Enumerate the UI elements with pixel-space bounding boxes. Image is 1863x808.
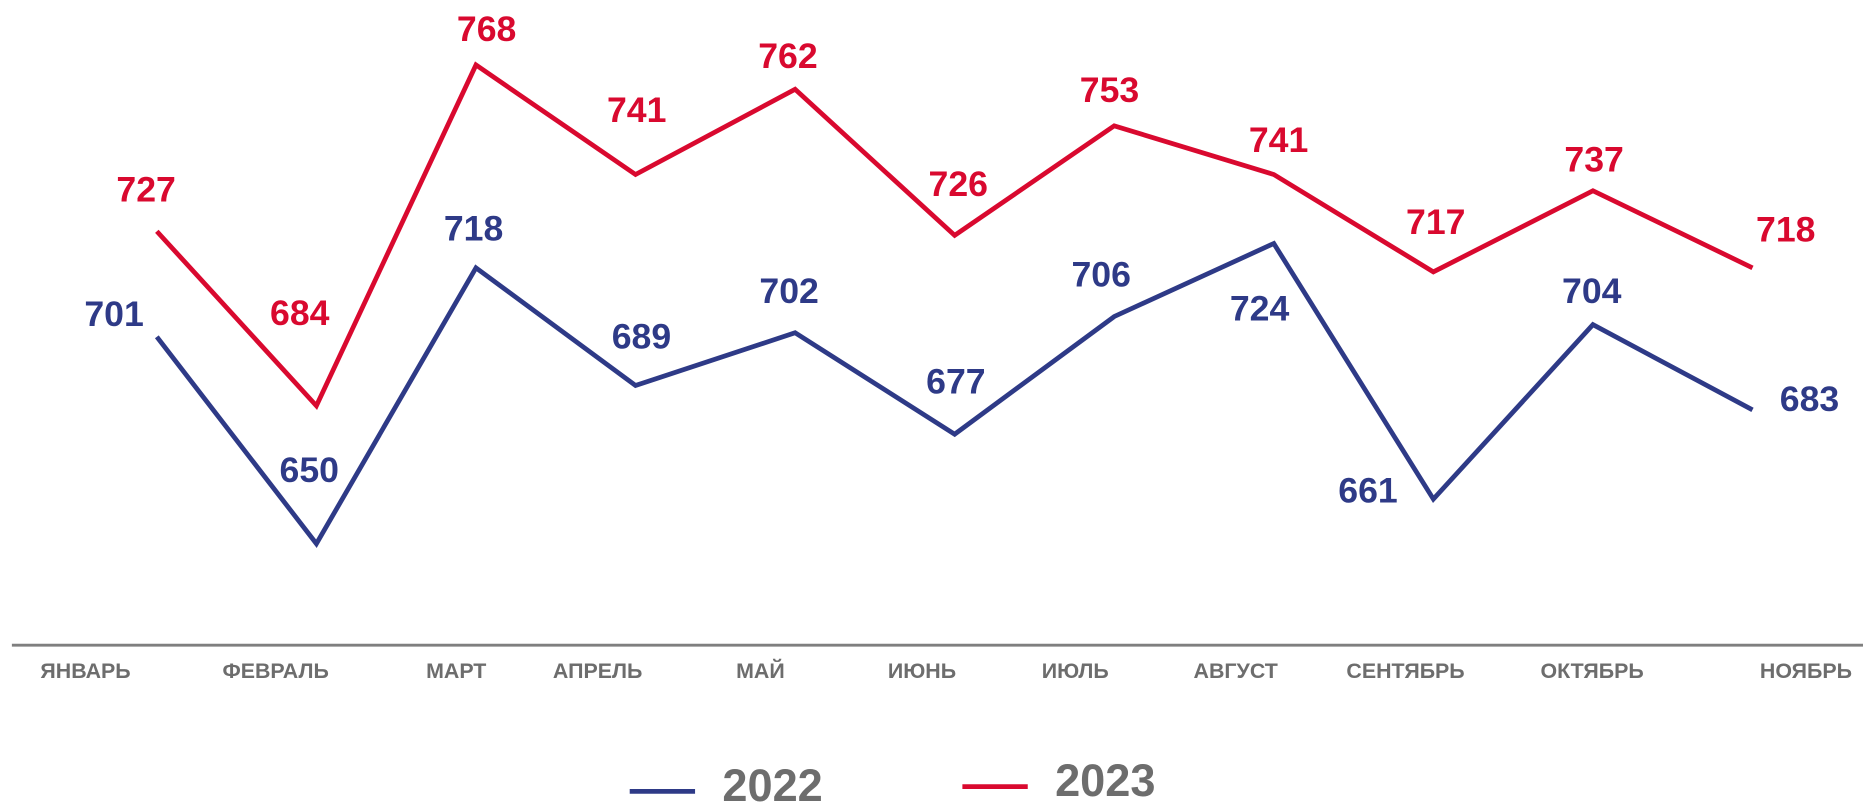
x-tick-label: МАЙ <box>736 658 785 683</box>
data-label: 702 <box>759 271 818 311</box>
series-line <box>154 240 1754 549</box>
legend-label: 2022 <box>722 760 822 808</box>
data-label: 762 <box>758 36 817 76</box>
x-tick-label: ОКТЯБРЬ <box>1540 659 1643 683</box>
data-label: 741 <box>607 90 666 130</box>
data-label: 724 <box>1230 289 1290 329</box>
data-label: 741 <box>1249 120 1308 160</box>
data-label: 768 <box>457 9 516 49</box>
data-label: 650 <box>280 450 339 490</box>
data-label: 704 <box>1562 271 1622 311</box>
x-tick-label: СЕНТЯБРЬ <box>1346 659 1464 683</box>
x-tick-label: АВГУСТ <box>1194 659 1278 683</box>
data-label: 727 <box>116 170 175 210</box>
data-label: 684 <box>270 293 330 333</box>
x-tick-label: ЯНВАРЬ <box>40 659 130 683</box>
x-tick-label: ИЮЛЬ <box>1042 659 1109 683</box>
data-label: 737 <box>1564 140 1623 180</box>
data-label: 718 <box>1756 210 1815 250</box>
data-label: 726 <box>929 164 988 204</box>
data-label: 701 <box>84 294 143 334</box>
data-label: 661 <box>1338 471 1397 511</box>
x-tick-label: МАРТ <box>426 659 486 683</box>
series-line <box>155 61 1754 411</box>
data-label: 677 <box>926 362 985 402</box>
x-tick-label: АПРЕЛЬ <box>553 659 642 683</box>
x-tick-label: ФЕВРАЛЬ <box>222 659 328 683</box>
data-label: 753 <box>1080 70 1139 110</box>
x-tick-label: ИЮНЬ <box>888 659 956 683</box>
data-label: 689 <box>612 317 671 357</box>
data-label: 683 <box>1780 379 1839 419</box>
data-label: 718 <box>444 208 503 248</box>
data-label: 717 <box>1406 202 1465 242</box>
x-tick-label: НОЯБРЬ <box>1760 659 1852 683</box>
data-label: 706 <box>1071 255 1130 295</box>
legend-label: 2023 <box>1055 755 1155 806</box>
